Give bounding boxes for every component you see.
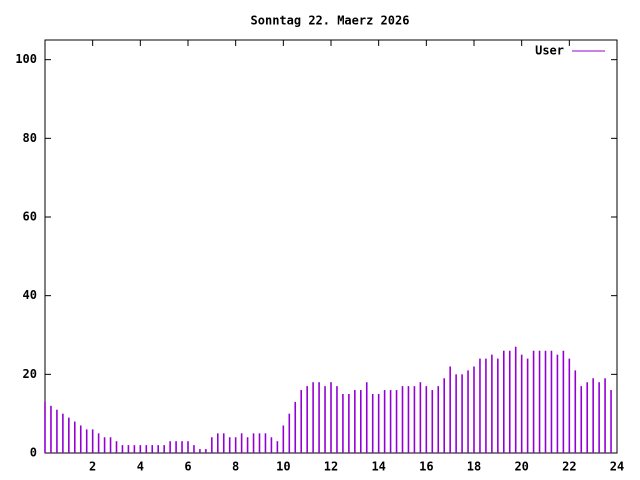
x-tick-label: 6 [184, 460, 191, 474]
x-tick-label: 4 [137, 460, 144, 474]
x-tick-label: 16 [419, 460, 433, 474]
y-tick-label: 80 [23, 131, 37, 145]
x-tick-label: 12 [324, 460, 338, 474]
legend-label: User [535, 44, 564, 58]
x-tick-label: 18 [467, 460, 481, 474]
x-tick-label: 10 [276, 460, 290, 474]
y-tick-label: 20 [23, 367, 37, 381]
chart-title: Sonntag 22. Maerz 2026 [251, 14, 410, 28]
y-tick-label: 60 [23, 210, 37, 224]
x-tick-label: 22 [562, 460, 576, 474]
y-tick-label: 100 [15, 52, 37, 66]
x-tick-label: 24 [610, 460, 624, 474]
x-tick-label: 8 [232, 460, 239, 474]
x-tick-label: 14 [371, 460, 385, 474]
y-tick-label: 0 [30, 446, 37, 460]
x-tick-label: 2 [89, 460, 96, 474]
y-tick-label: 40 [23, 288, 37, 302]
x-tick-label: 20 [514, 460, 528, 474]
